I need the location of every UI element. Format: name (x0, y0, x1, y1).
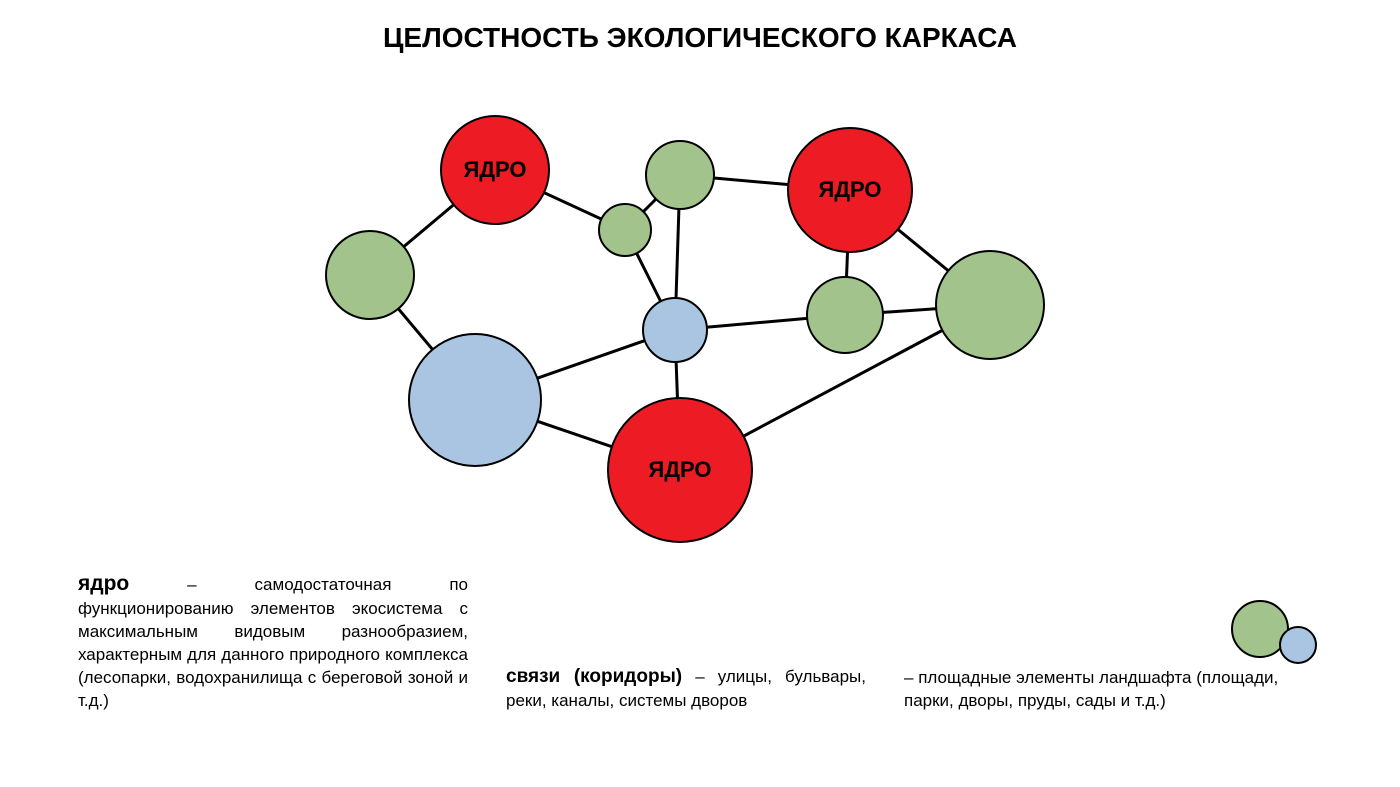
node-g_right_mid (807, 277, 883, 353)
node-label-core1: ЯДРО (464, 157, 527, 182)
legend-desc: площадные элементы ландшафта (площади, п… (904, 668, 1278, 710)
node-g_top (646, 141, 714, 209)
node-g_mid_small (599, 204, 651, 256)
definitions-row: ядро – самодостаточная по функционирован… (78, 570, 1338, 713)
definition-core-term: ядро (78, 572, 129, 595)
definition-core: ядро – самодостаточная по функционирован… (78, 570, 468, 713)
legend-icons (1224, 597, 1324, 667)
definition-legend: – площадные элементы ландшафта (площади,… (904, 597, 1324, 713)
node-b_big_left (409, 334, 541, 466)
definition-links: связи (коридоры) – улицы, бульвары, реки… (506, 664, 866, 713)
node-b_center (643, 298, 707, 362)
definition-core-desc: – самодостаточная по функционированию эл… (78, 575, 468, 710)
node-g_left (326, 231, 414, 319)
definition-links-term: связи (коридоры) (506, 666, 682, 687)
node-label-core2: ЯДРО (819, 177, 882, 202)
network-diagram: ЯДРО ЯДРО ЯДРО (280, 80, 1120, 560)
node-label-core3: ЯДРО (649, 457, 712, 482)
nodes-layer: ЯДРО ЯДРО ЯДРО (326, 116, 1044, 542)
page-title: ЦЕЛОСТНОСТЬ ЭКОЛОГИЧЕСКОГО КАРКАСА (0, 22, 1400, 54)
legend-prefix: – (904, 668, 918, 687)
node-g_far_right (936, 251, 1044, 359)
legend-blue-icon (1280, 627, 1316, 663)
